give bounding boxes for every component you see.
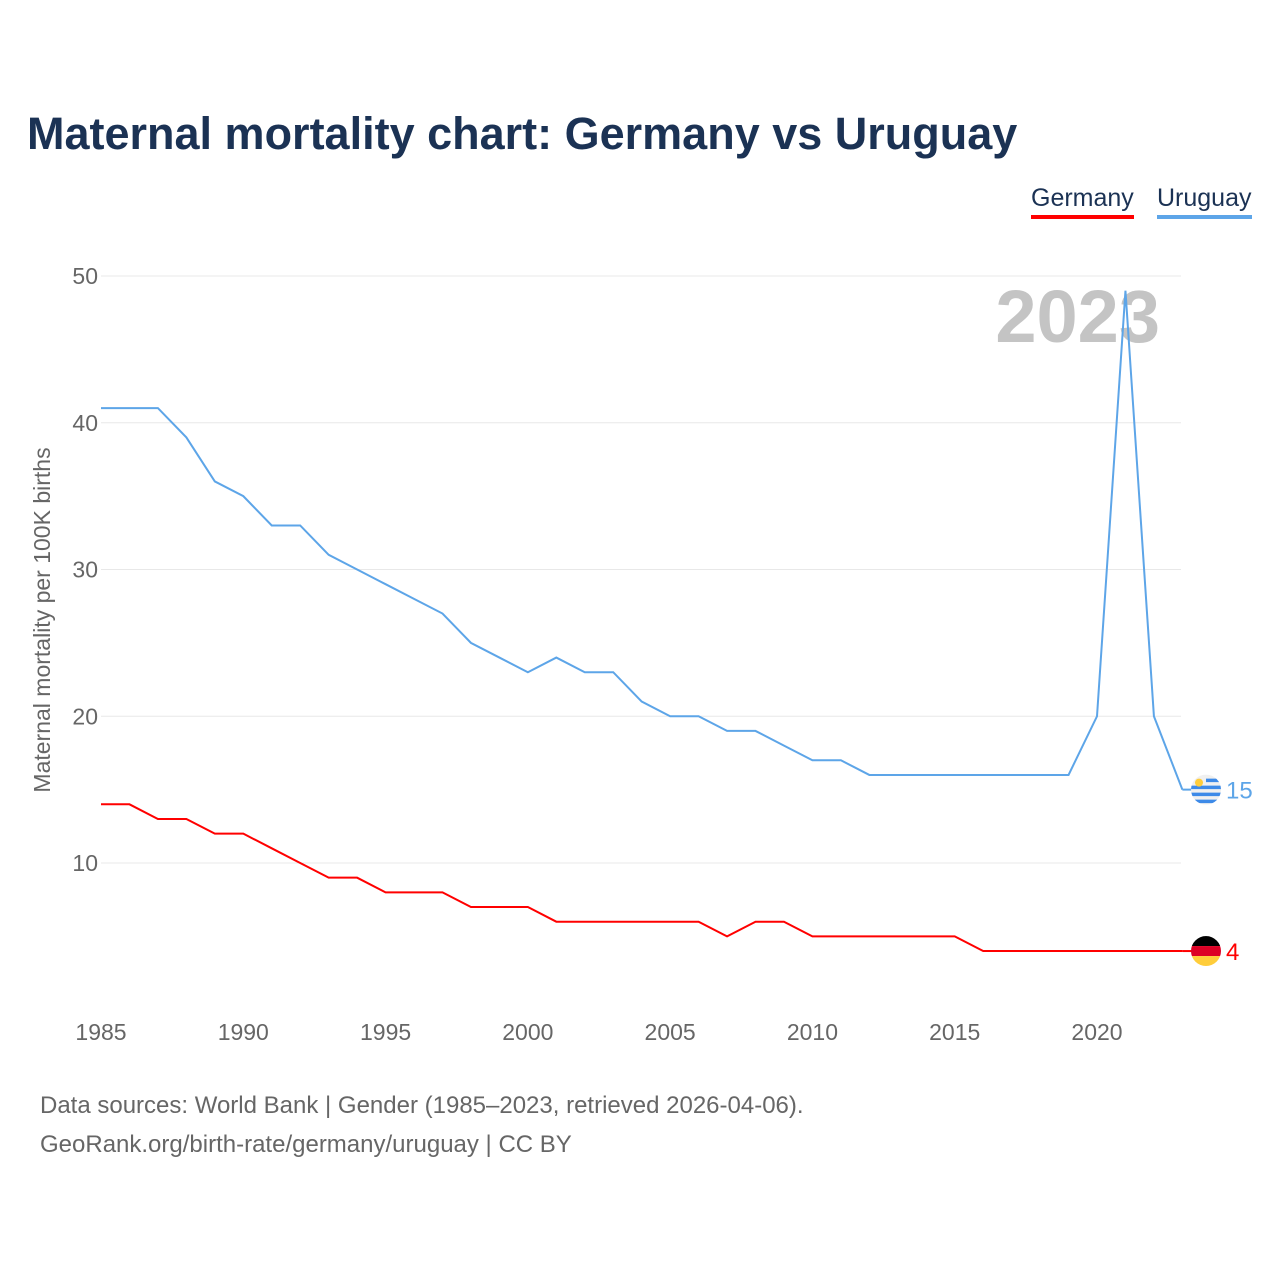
x-tick-label: 1985	[75, 1019, 126, 1045]
x-tick-label: 2015	[929, 1019, 980, 1045]
chart-title: Maternal mortality chart: Germany vs Uru…	[27, 108, 1018, 159]
x-tick-label: 2000	[502, 1019, 553, 1045]
legend-uruguay[interactable]: Uruguay	[1157, 184, 1252, 219]
series-line-uruguay	[101, 290, 1184, 790]
germany-flag-icon	[1191, 936, 1221, 967]
x-tick-label: 1990	[218, 1019, 269, 1045]
legend-germany[interactable]: Germany	[1031, 184, 1134, 219]
source-line-1: Data sources: World Bank | Gender (1985–…	[40, 1092, 804, 1119]
y-tick-label: 10	[72, 850, 98, 876]
source-line-2[interactable]: GeoRank.org/birth-rate/germany/uruguay |…	[40, 1131, 572, 1158]
year-watermark: 2023	[995, 275, 1160, 358]
source-note: Data sources: World Bank | Gender (1985–…	[40, 1086, 804, 1164]
y-tick-label: 50	[72, 263, 98, 289]
series-line-germany	[101, 803, 1183, 953]
x-tick-label: 2010	[787, 1019, 838, 1045]
y-tick-label: 40	[72, 410, 98, 436]
x-tick-label: 1995	[360, 1019, 411, 1045]
y-tick-label: 20	[72, 703, 98, 729]
uruguay-flag-icon	[1191, 774, 1221, 805]
end-value-label-germany: 4	[1226, 939, 1239, 966]
x-tick-label: 2020	[1071, 1019, 1122, 1045]
y-axis-label: Maternal mortality per 100K births	[29, 447, 55, 792]
y-tick-label: 30	[72, 557, 98, 583]
x-tick-label: 2005	[645, 1019, 696, 1045]
end-value-label-uruguay: 15	[1226, 778, 1253, 805]
